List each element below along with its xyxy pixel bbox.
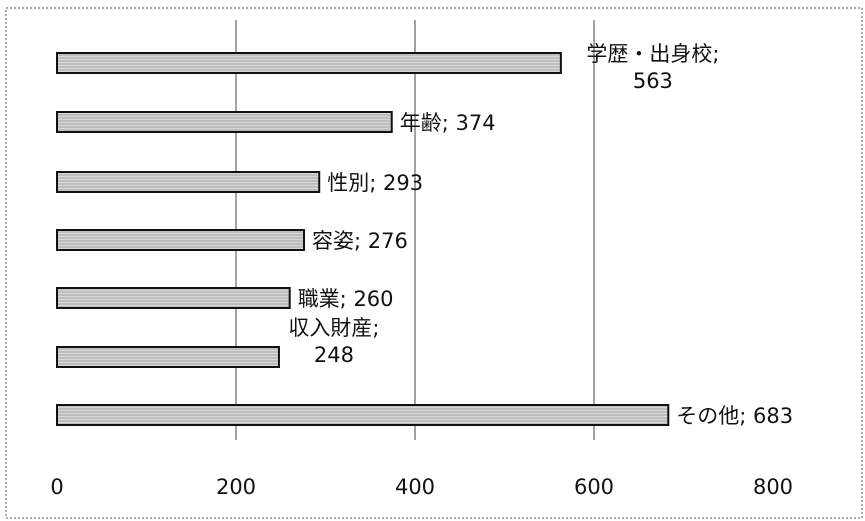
data-label-4: 職業; 260 — [298, 287, 394, 311]
data-label-3: 容姿; 276 — [312, 229, 408, 253]
x-axis-ticks: 0 200 400 600 800 — [50, 475, 793, 499]
bar-2 — [56, 171, 321, 193]
bar-3 — [56, 229, 306, 251]
x-tick-label: 200 — [216, 475, 256, 499]
x-tick-label: 600 — [574, 475, 614, 499]
x-tick-label: 400 — [395, 475, 435, 499]
x-tick-label: 800 — [753, 475, 793, 499]
data-label-5: 収入財産; 248 — [288, 316, 379, 367]
bar-1 — [56, 111, 393, 133]
data-label-0: 学歴・出身校; 563 — [586, 42, 719, 93]
data-label-6: その他; 683 — [676, 404, 793, 428]
bar-5 — [56, 346, 280, 368]
bar-4 — [56, 287, 291, 309]
bar-6 — [56, 404, 670, 426]
data-label-2: 性別; 293 — [327, 171, 423, 195]
bars — [56, 52, 670, 426]
data-labels: 学歴・出身校; 563 年齢; 374 性別; 293 容姿; 276 職業; 260 収入… — [288, 42, 793, 428]
x-tick-label: 0 — [50, 475, 63, 499]
data-label-1: 年齢; 374 — [400, 111, 496, 135]
bar-0 — [56, 52, 562, 74]
chart-frame — [5, 7, 863, 519]
